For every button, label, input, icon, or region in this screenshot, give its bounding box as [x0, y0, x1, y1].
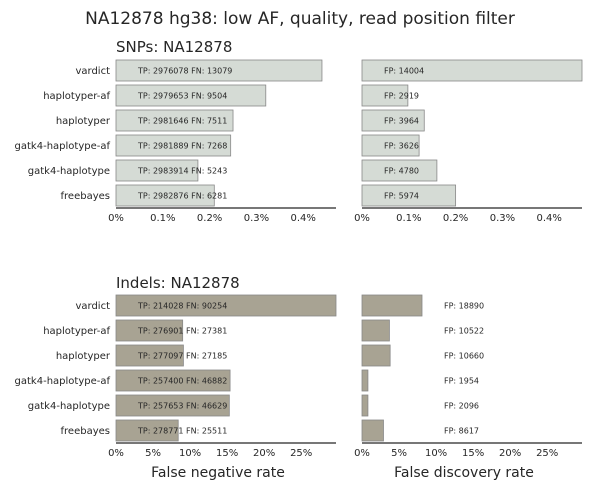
p1-bar-label-gatk4-haplotype: FP: 4780: [384, 167, 419, 176]
p0-bar-label-vardict: TP: 2976078 FN: 13079: [137, 67, 232, 76]
p2-bar-freebayes: [115, 419, 179, 442]
p3-bar-gatk4-haplotype-af: [361, 369, 369, 392]
p1-bar-freebayes: [361, 184, 457, 207]
p0-title: SNPs: NA12878: [116, 38, 232, 56]
p1-bar-label-vardict: FP: 14004: [384, 67, 424, 76]
p2-tick-label: 25%: [290, 448, 312, 459]
p3-tick-label: 15%: [462, 448, 484, 459]
p1-bar-gatk4-haplotype-af: [361, 134, 420, 157]
p0-category-label-vardict: vardict: [75, 66, 110, 77]
p0-bar-vardict: [115, 59, 323, 82]
p3-bar-label-gatk4-haplotype-af: FP: 1954: [444, 377, 479, 386]
p1-tick-label: 0%: [354, 213, 370, 224]
p1-tick-label: 0.1%: [396, 213, 421, 224]
p1-bar-vardict: [361, 59, 583, 82]
p0-category-label-haplotyper-af: haplotyper-af: [43, 91, 110, 102]
p1-tick-label: 0.3%: [490, 213, 515, 224]
snps-fdr-panel: FP: 14004 FP: 2919 FP: 3964 FP: 3626 FP: 478…: [354, 59, 583, 224]
p2-category-label-gatk4-haplotype: gatk4-haplotype: [28, 401, 110, 412]
p2-category-label-freebayes: freebayes: [61, 426, 110, 437]
p1-bar-label-freebayes: FP: 5974: [384, 192, 419, 201]
p1-bar-haplotyper-af: [361, 84, 409, 107]
p0-bar-label-haplotyper: TP: 2981646 FN: 7511: [137, 117, 227, 126]
p2-bar-gatk4-haplotype-af: [115, 369, 231, 392]
p3-bar-label-haplotyper-af: FP: 10522: [444, 327, 484, 336]
p1-bar-label-haplotyper-af: FP: 2919: [384, 92, 419, 101]
p3-tick-label: 20%: [499, 448, 521, 459]
p0-bar-gatk4-haplotype: [115, 159, 199, 182]
p3-bar-freebayes: [361, 419, 384, 442]
p3-bar-label-haplotyper: FP: 10660: [444, 352, 484, 361]
p0-bar-haplotyper-af: [115, 84, 267, 107]
p0-bar-label-freebayes: TP: 2982876 FN: 6281: [137, 192, 227, 201]
p2-category-label-haplotyper-af: haplotyper-af: [43, 326, 110, 337]
p2-category-label-vardict: vardict: [75, 301, 110, 312]
p2-bar-label-freebayes: TP: 278771 FN: 25511: [137, 427, 227, 436]
p2-xlabel: False negative rate: [151, 465, 285, 481]
snps-fnr-panel: SNPs: NA12878 TP: 2976078 FN: 13079 vardic…: [15, 38, 336, 224]
p2-tick-label: 10%: [179, 448, 201, 459]
p3-tick-label: 25%: [536, 448, 558, 459]
p2-title: Indels: NA12878: [116, 274, 240, 292]
p0-tick-label: 0.2%: [197, 213, 222, 224]
p2-bar-haplotyper-af: [115, 319, 184, 342]
p2-bar-vardict: [115, 294, 337, 317]
p0-bar-haplotyper: [115, 109, 234, 132]
p3-bar-label-gatk4-haplotype: FP: 2096: [444, 402, 479, 411]
p0-tick-label: 0.1%: [150, 213, 175, 224]
p3-tick-label: 5%: [391, 448, 407, 459]
p0-bar-freebayes: [115, 184, 215, 207]
p2-tick-label: 5%: [145, 448, 161, 459]
p0-category-label-haplotyper: haplotyper: [56, 116, 111, 127]
p2-category-label-haplotyper: haplotyper: [56, 351, 111, 362]
p1-bar-label-haplotyper: FP: 3964: [384, 117, 419, 126]
p2-tick-label: 15%: [216, 448, 238, 459]
p2-tick-label: 20%: [253, 448, 275, 459]
p0-tick-label: 0.3%: [244, 213, 269, 224]
p2-category-label-gatk4-haplotype-af: gatk4-haplotype-af: [15, 376, 111, 387]
p0-bar-label-haplotyper-af: TP: 2979653 FN: 9504: [137, 92, 227, 101]
p2-bar-label-gatk4-haplotype-af: TP: 257400 FN: 46882: [137, 377, 227, 386]
indels-fdr-panel: FP: 18890 FP: 10522 FP: 10660 FP: 1954 FP: 2…: [354, 294, 582, 481]
p0-category-label-freebayes: freebayes: [61, 191, 110, 202]
p1-bar-haplotyper: [361, 109, 425, 132]
p0-tick-label: 0%: [108, 213, 124, 224]
p3-bar-gatk4-haplotype: [361, 394, 369, 417]
p1-bar-gatk4-haplotype: [361, 159, 438, 182]
p3-bar-haplotyper: [361, 344, 391, 367]
indels-fnr-panel: Indels: NA12878 TP: 214028 FN: 90254 vardi…: [15, 274, 337, 481]
p3-xlabel: False discovery rate: [394, 465, 534, 481]
p3-bar-label-freebayes: FP: 8617: [444, 427, 479, 436]
figure-title: NA12878 hg38: low AF, quality, read posi…: [85, 9, 515, 29]
p0-category-label-gatk4-haplotype: gatk4-haplotype: [28, 166, 110, 177]
p2-bar-gatk4-haplotype: [115, 394, 230, 417]
p0-bar-gatk4-haplotype-af: [115, 134, 232, 157]
p1-tick-label: 0.2%: [443, 213, 468, 224]
p2-bar-label-gatk4-haplotype: TP: 257653 FN: 46629: [137, 402, 227, 411]
p0-tick-label: 0.4%: [291, 213, 316, 224]
p3-bar-label-vardict: FP: 18890: [444, 302, 484, 311]
p3-tick-label: 10%: [425, 448, 447, 459]
p2-tick-label: 0%: [108, 448, 124, 459]
p2-bar-label-haplotyper: TP: 277097 FN: 27185: [137, 352, 227, 361]
p0-bar-label-gatk4-haplotype-af: TP: 2981889 FN: 7268: [137, 142, 227, 151]
p2-bar-haplotyper: [115, 344, 184, 367]
p2-bar-label-vardict: TP: 214028 FN: 90254: [137, 302, 227, 311]
p3-bar-haplotyper-af: [361, 319, 390, 342]
p0-bar-label-gatk4-haplotype: TP: 2983914 FN: 5243: [137, 167, 227, 176]
p3-tick-label: 0%: [354, 448, 370, 459]
p0-category-label-gatk4-haplotype-af: gatk4-haplotype-af: [15, 141, 111, 152]
p2-bar-label-haplotyper-af: TP: 276901 FN: 27381: [137, 327, 227, 336]
p1-tick-label: 0.4%: [537, 213, 562, 224]
p3-bar-vardict: [361, 294, 423, 317]
p1-bar-label-gatk4-haplotype-af: FP: 3626: [384, 142, 419, 151]
